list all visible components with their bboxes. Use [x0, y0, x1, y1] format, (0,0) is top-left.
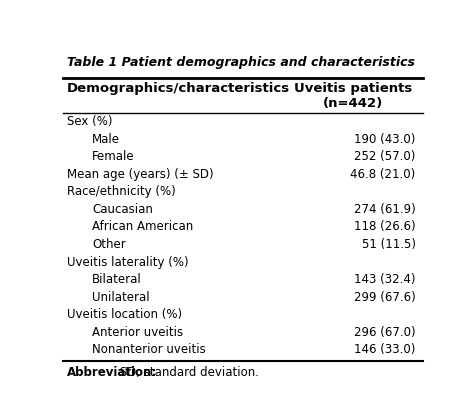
- Text: (n=442): (n=442): [323, 97, 383, 110]
- Text: Other: Other: [92, 238, 126, 251]
- Text: Race/ethnicity (%): Race/ethnicity (%): [66, 185, 175, 198]
- Text: Bilateral: Bilateral: [92, 273, 142, 286]
- Text: 299 (67.6): 299 (67.6): [354, 291, 416, 304]
- Text: Table 1 Patient demographics and characteristics: Table 1 Patient demographics and charact…: [66, 56, 415, 69]
- Text: Abbreviation:: Abbreviation:: [66, 366, 157, 380]
- Text: Anterior uveitis: Anterior uveitis: [92, 326, 183, 339]
- Text: Uveitis laterality (%): Uveitis laterality (%): [66, 256, 188, 268]
- Text: 51 (11.5): 51 (11.5): [362, 238, 416, 251]
- Text: 143 (32.4): 143 (32.4): [354, 273, 416, 286]
- Text: Female: Female: [92, 150, 135, 163]
- Text: Uveitis location (%): Uveitis location (%): [66, 308, 182, 321]
- Text: Male: Male: [92, 133, 120, 146]
- Text: Demographics/characteristics: Demographics/characteristics: [66, 82, 290, 95]
- Text: Mean age (years) (± SD): Mean age (years) (± SD): [66, 168, 213, 181]
- Text: 190 (43.0): 190 (43.0): [354, 133, 416, 146]
- Text: 274 (61.9): 274 (61.9): [354, 203, 416, 216]
- Text: SD, standard deviation.: SD, standard deviation.: [116, 366, 259, 380]
- Text: African American: African American: [92, 220, 193, 234]
- Text: Unilateral: Unilateral: [92, 291, 150, 304]
- Text: 252 (57.0): 252 (57.0): [354, 150, 416, 163]
- Text: 146 (33.0): 146 (33.0): [354, 343, 416, 356]
- Text: Sex (%): Sex (%): [66, 115, 112, 128]
- Text: Caucasian: Caucasian: [92, 203, 153, 216]
- Text: 296 (67.0): 296 (67.0): [354, 326, 416, 339]
- Text: Nonanterior uveitis: Nonanterior uveitis: [92, 343, 206, 356]
- Text: 118 (26.6): 118 (26.6): [354, 220, 416, 234]
- Text: Uveitis patients: Uveitis patients: [294, 82, 412, 95]
- Text: 46.8 (21.0): 46.8 (21.0): [350, 168, 416, 181]
